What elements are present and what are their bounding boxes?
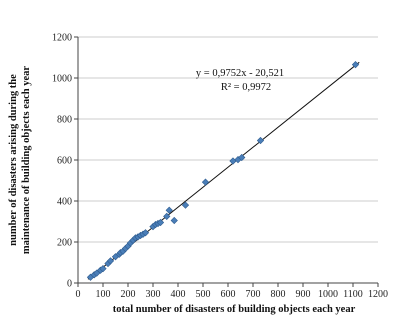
x-tick-label: 300: [146, 289, 161, 300]
y-tick-label: 800: [57, 115, 72, 126]
data-point: [156, 218, 165, 227]
x-tick-label: 1100: [343, 289, 363, 300]
y-tick-label: 200: [57, 238, 72, 249]
x-tick-label: 900: [296, 289, 311, 300]
trendline-r-squared: R² = 0,9972: [221, 82, 271, 93]
x-tick-label: 600: [221, 289, 236, 300]
x-tick-label: 500: [196, 289, 211, 300]
x-tick-label: 800: [271, 289, 286, 300]
data-point: [163, 212, 171, 220]
y-tick-label: 0: [67, 279, 72, 290]
data-point: [170, 216, 178, 225]
y-tick-label: 1000: [52, 74, 72, 85]
trendline-equation: y = 0,9752x - 20,521: [196, 68, 284, 79]
data-point: [256, 136, 265, 145]
data-point: [165, 206, 173, 214]
x-tick-label: 1200: [368, 289, 388, 300]
y-axis-title-line-1: number of disasters arising during the: [8, 74, 19, 246]
data-point: [181, 201, 190, 209]
data-point: [201, 178, 210, 186]
y-tick-label: 400: [57, 197, 72, 208]
x-tick-label: 700: [246, 289, 261, 300]
x-tick-label: 100: [96, 289, 111, 300]
data-point: [351, 61, 360, 69]
data-points: [86, 61, 360, 281]
y-tick-label: 600: [57, 156, 72, 167]
data-point: [106, 257, 115, 265]
tick-labels: 0 200 400 600 800 1000 1200 0 100 200 300 400 500 600…: [52, 33, 388, 301]
data-point: [141, 229, 150, 237]
x-tick-label: 400: [171, 289, 186, 300]
x-tick-label: 200: [121, 289, 136, 300]
data-point: [238, 153, 246, 162]
data-point: [99, 265, 107, 273]
y-axis-title-line-2: maintenance of building objects each yea…: [21, 66, 32, 254]
y-tick-label: 1200: [52, 33, 72, 44]
x-tick-label: 0: [76, 289, 81, 300]
x-axis-title: total number of disasters of building ob…: [113, 304, 356, 315]
x-tick-label: 1000: [318, 289, 338, 300]
axes: [74, 36, 379, 287]
